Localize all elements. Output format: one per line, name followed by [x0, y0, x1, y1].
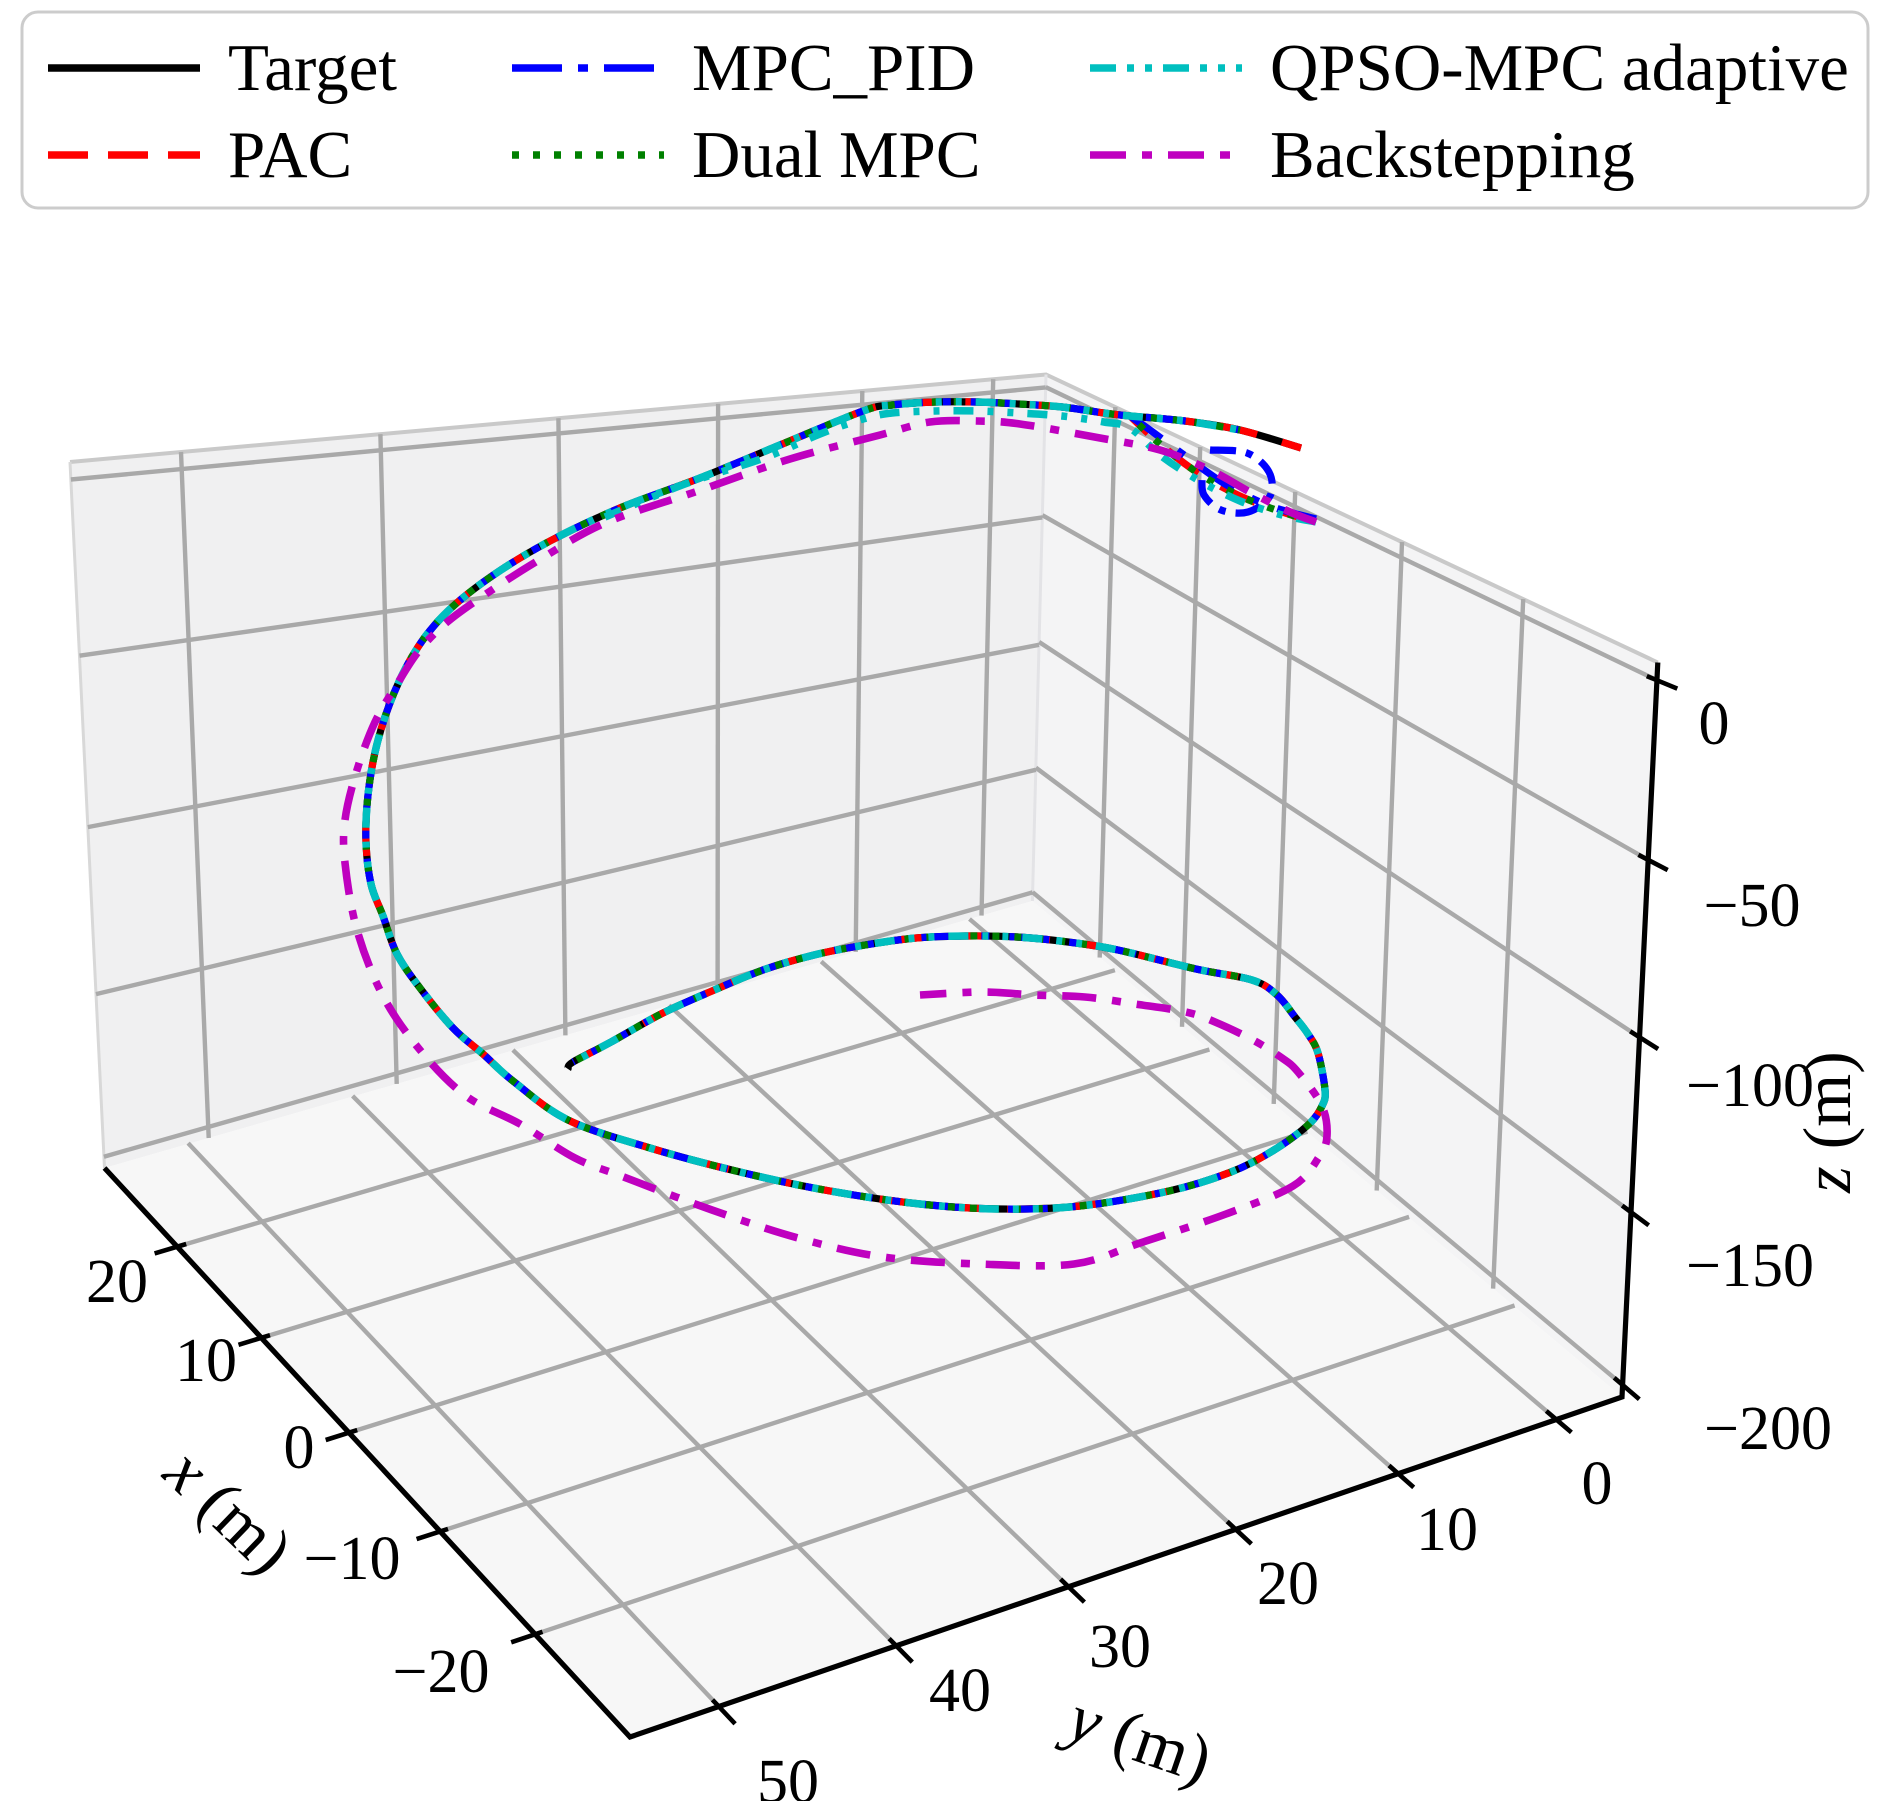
svg-text:10: 10: [1416, 1496, 1478, 1564]
svg-text:MPC_PID: MPC_PID: [692, 31, 975, 105]
svg-text:Backstepping: Backstepping: [1270, 118, 1635, 192]
svg-text:30: 30: [1089, 1613, 1151, 1681]
svg-text:0: 0: [284, 1414, 315, 1482]
svg-text:20: 20: [1257, 1550, 1319, 1618]
svg-text:50: 50: [757, 1748, 819, 1801]
svg-text:PAC: PAC: [228, 118, 352, 192]
svg-text:Target: Target: [228, 31, 397, 105]
svg-text:10: 10: [175, 1327, 237, 1395]
svg-text:−100: −100: [1686, 1052, 1814, 1120]
svg-text:−150: −150: [1686, 1232, 1814, 1300]
svg-text:40: 40: [929, 1657, 991, 1725]
svg-text:0: 0: [1699, 690, 1730, 758]
svg-text:−200: −200: [1704, 1395, 1832, 1463]
svg-text:−20: −20: [393, 1638, 490, 1706]
svg-text:QPSO-MPC adaptive: QPSO-MPC adaptive: [1270, 31, 1849, 105]
svg-text:−50: −50: [1704, 872, 1801, 940]
svg-text:z (m): z (m): [1789, 1051, 1865, 1194]
svg-text:Dual MPC: Dual MPC: [692, 118, 981, 192]
svg-text:20: 20: [86, 1248, 148, 1316]
svg-text:−10: −10: [304, 1525, 401, 1593]
svg-text:0: 0: [1582, 1450, 1613, 1518]
